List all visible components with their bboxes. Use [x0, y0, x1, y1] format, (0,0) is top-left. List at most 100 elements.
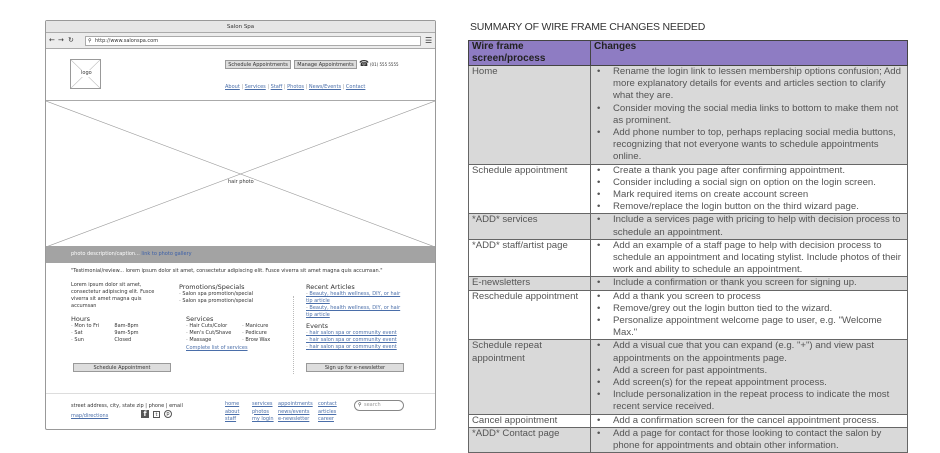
footer-link[interactable]: staff — [225, 416, 237, 422]
changes-cell: Add a confirmation screen for the cancel… — [590, 413, 908, 428]
changes-cell: Add a page for contact for those looking… — [590, 426, 908, 453]
intro-text: Lorem ipsum dolor sit amet, consectetur … — [71, 282, 155, 309]
footer-link[interactable]: contact — [318, 401, 337, 407]
changes-cell: Include a services page with pricing to … — [590, 213, 908, 240]
change-item: Consider moving the social media links t… — [594, 103, 904, 127]
column-header: Wire frame screen/process — [468, 40, 591, 66]
window-title: Salon Spa — [46, 21, 435, 33]
change-item: Add phone number to top, perhaps replaci… — [594, 127, 904, 164]
event-link[interactable]: hair salon spa or community event — [306, 330, 396, 337]
screen-cell: Home — [468, 65, 591, 165]
event-link[interactable]: hair salon spa or community event — [306, 344, 396, 351]
service-item: Manicure — [242, 323, 270, 330]
service-item: Pedicure — [242, 330, 270, 337]
photo-caption-band: photo description/caption... link to pho… — [46, 246, 435, 263]
schedule-appointment-button[interactable]: Schedule Appointment — [73, 363, 171, 372]
screen-cell: Reschedule appointment — [468, 289, 591, 341]
change-item: Include a confirmation or thank you scre… — [594, 277, 904, 289]
table-row: Schedule appointmentCreate a thank you p… — [468, 163, 908, 215]
nav-services[interactable]: Services — [244, 84, 266, 90]
complete-services-link[interactable]: Complete list of services — [186, 345, 248, 351]
phone-number: (01) 555 5555 — [370, 62, 399, 67]
service-item: Men's Cut/Shave — [186, 330, 231, 337]
newsletter-signup-button[interactable]: Sign up for e-newsletter — [306, 363, 404, 372]
search-icon: ⚲ — [88, 38, 92, 44]
hours-time: 8am-8pm — [114, 323, 139, 329]
logo-label: logo — [81, 70, 92, 77]
promotions-heading: Promotions/Specials — [179, 283, 245, 291]
promotions-section: Promotions/Specials Salon spa promotion/… — [179, 283, 253, 305]
twitter-icon[interactable]: t — [153, 411, 160, 418]
screen-cell: Schedule repeat appointment — [468, 339, 591, 415]
footer-link[interactable]: news/events — [278, 408, 310, 415]
nav-news-events[interactable]: News/Events — [308, 84, 342, 90]
footer-link[interactable]: appointments — [278, 401, 313, 407]
table-row: *ADD* staff/artist pageAdd an example of… — [468, 238, 908, 278]
hours-time: 9am-5pm — [114, 330, 139, 336]
column-divider — [293, 296, 294, 374]
footer-link[interactable]: career — [318, 416, 334, 422]
recent-articles-section: Recent Articles Beauty, health wellness,… — [306, 283, 406, 319]
footer-link[interactable]: articles — [318, 408, 337, 415]
manage-appointments-button[interactable]: Manage Appointments — [294, 60, 357, 69]
change-item: Consider including a social sign on opti… — [594, 177, 904, 189]
event-link[interactable]: hair salon spa or community event — [306, 337, 396, 344]
change-item: Add a thank you screen to process — [594, 291, 904, 303]
url-input[interactable]: ⚲ http://www.salonspa.com — [85, 36, 421, 46]
table-row: Reschedule appointmentAdd a thank you sc… — [468, 289, 908, 341]
facebook-icon[interactable]: f — [141, 410, 149, 418]
wireframe-browser-window: Salon Spa ← → ↻ ⚲ http://www.salonspa.co… — [45, 20, 436, 430]
change-item: Add an example of a staff page to help w… — [594, 240, 904, 277]
map-directions-link[interactable]: map/directions — [71, 413, 109, 419]
change-item: Include a services page with pricing to … — [594, 214, 904, 238]
change-item: Add a visual cue that you can expand (e.… — [594, 340, 904, 364]
forward-icon[interactable]: → — [58, 36, 64, 44]
footer-link[interactable]: photos — [252, 408, 270, 415]
reload-icon[interactable]: ↻ — [68, 36, 74, 44]
footer-link[interactable]: my login — [252, 416, 274, 422]
change-item: Add a screen for past appointments. — [594, 365, 904, 377]
events-heading: Events — [306, 322, 329, 330]
screen-cell: *ADD* services — [468, 213, 591, 240]
footer-link[interactable]: about — [225, 408, 240, 415]
promotion-item: Salon spa promotion/special — [179, 298, 253, 305]
screen-cell: *ADD* Contact page — [468, 426, 591, 453]
change-item: Create a thank you page after confirming… — [594, 165, 904, 177]
footer-link[interactable]: e-newsletter — [278, 416, 310, 422]
services-heading: Services — [186, 315, 214, 323]
main-nav: About | Services | Staff | Photos | News… — [225, 84, 366, 90]
menu-icon[interactable]: ☰ — [425, 36, 433, 45]
article-link[interactable]: Beauty, health wellness, DIY, or hair ti… — [306, 291, 406, 305]
change-item: Add a confirmation screen for the cancel… — [594, 415, 904, 427]
table-row: Schedule repeat appointmentAdd a visual … — [468, 339, 908, 415]
nav-contact[interactable]: Contact — [345, 84, 366, 90]
hours-day: Mon to Fri — [74, 323, 100, 329]
events-section: Events hair salon spa or community event… — [306, 322, 397, 351]
changes-cell: Add a thank you screen to processRemove/… — [590, 289, 908, 341]
screen-cell: Cancel appointment — [468, 413, 591, 428]
changes-cell: Create a thank you page after confirming… — [590, 163, 908, 215]
footer-address: street address, city, state zip | phone … — [71, 403, 183, 409]
article-link[interactable]: Beauty, health wellness, DIY, or hair ti… — [306, 305, 406, 319]
nav-about[interactable]: About — [225, 84, 240, 90]
screen-cell: E-newsletters — [468, 276, 591, 291]
back-icon[interactable]: ← — [49, 36, 55, 44]
hours-day: Sun — [74, 337, 84, 343]
nav-staff[interactable]: Staff — [270, 84, 283, 90]
change-item: Mark required items on create account sc… — [594, 189, 904, 201]
footer-search-input[interactable]: ⚲ search — [354, 400, 404, 411]
promotion-item: Salon spa promotion/special — [179, 291, 253, 298]
table-row: HomeRename the login link to lessen memb… — [468, 65, 908, 165]
footer-link[interactable]: services — [252, 401, 273, 407]
pinterest-icon[interactable]: p — [164, 410, 172, 418]
hero-photo-placeholder: hair photo — [46, 100, 435, 247]
schedule-appointments-button[interactable]: Schedule Appointments — [225, 60, 291, 69]
photo-gallery-link[interactable]: link to photo gallery — [141, 251, 192, 257]
changes-cell: Add a visual cue that you can expand (e.… — [590, 339, 908, 415]
screen-cell: Schedule appointment — [468, 163, 591, 215]
footer-link[interactable]: home — [225, 401, 240, 407]
changes-cell: Rename the login link to lessen membersh… — [590, 65, 908, 165]
nav-photos[interactable]: Photos — [287, 84, 305, 90]
logo-placeholder: logo — [70, 59, 101, 89]
table-row: E-newslettersInclude a confirmation or t… — [468, 276, 908, 291]
